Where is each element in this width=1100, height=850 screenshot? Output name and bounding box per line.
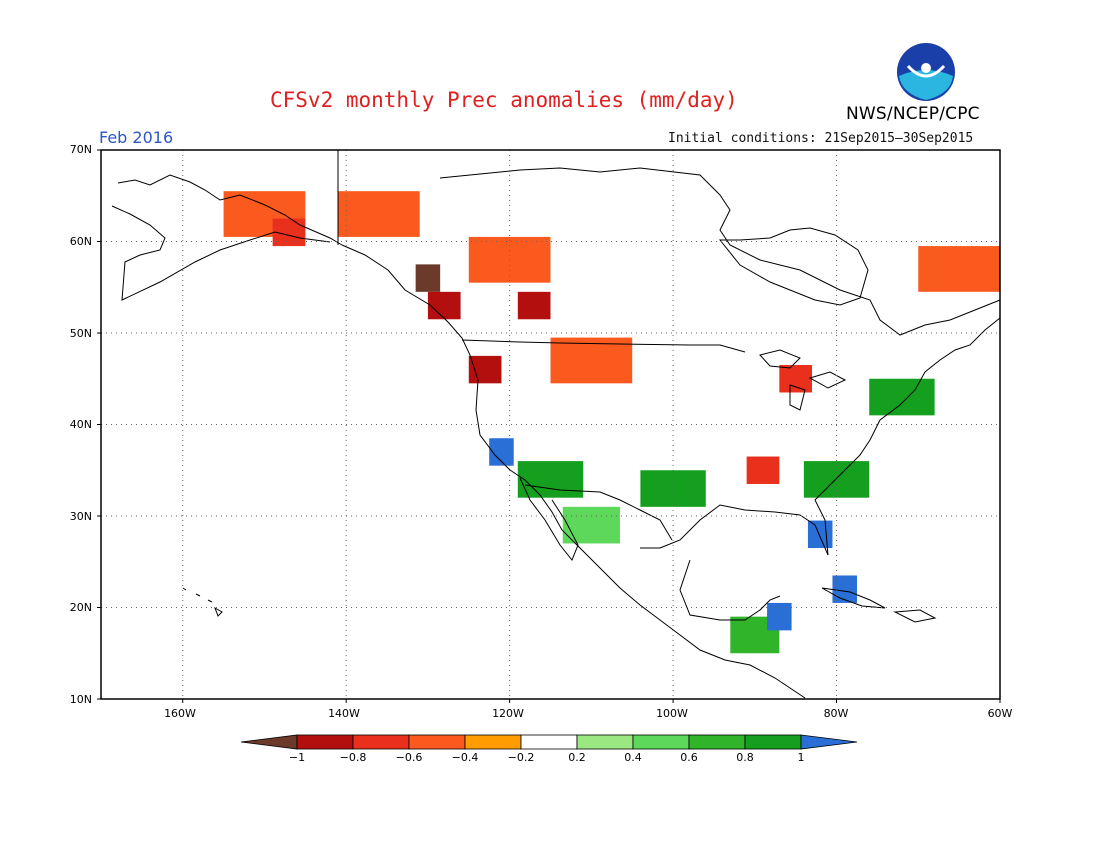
anomaly-patch <box>517 461 584 498</box>
colorbar-swatch <box>632 734 690 750</box>
lat-label: 30N <box>69 510 92 523</box>
lon-label: 160W <box>164 707 196 720</box>
colorbar-swatch <box>744 734 802 750</box>
colorbar-label: 0.4 <box>624 751 642 764</box>
canada-arctic-coastline <box>439 167 1001 336</box>
lat-label: 10N <box>69 693 92 706</box>
colorbar-label: −0.2 <box>507 751 535 764</box>
colorbar-swatch <box>576 734 634 750</box>
hispaniola <box>893 609 937 623</box>
lon-label: 120W <box>492 707 524 720</box>
colorbar-label: −1 <box>288 751 306 764</box>
initial-conditions-label: Initial conditions: 21Sep2015—30Sep2015 <box>668 131 974 146</box>
anomaly-patch <box>746 456 780 484</box>
coastline-layer <box>111 150 1001 699</box>
lat-label: 20N <box>69 601 92 614</box>
gulf-coastline <box>640 317 1001 621</box>
lon-label: 140W <box>328 707 360 720</box>
us-mexico-border <box>524 484 673 541</box>
anomaly-fill-layer <box>223 191 1000 654</box>
noaa-logo-icon <box>897 43 955 101</box>
colorbar-swatch <box>408 734 466 750</box>
anomaly-patch <box>767 602 792 631</box>
colorbar-swatch <box>520 734 578 750</box>
lon-label: 60W <box>987 707 1013 720</box>
colorbar-swatch <box>352 734 410 750</box>
anomaly-patch <box>918 246 1000 292</box>
pacific-coastline <box>341 244 806 699</box>
cuba <box>821 587 886 609</box>
hudson-bay <box>718 227 869 306</box>
anomaly-patch <box>779 365 813 393</box>
colorbar-swatch <box>464 734 522 750</box>
anomaly-patch <box>468 355 502 384</box>
colorbar-label: 0.8 <box>736 751 754 764</box>
great-lakes <box>759 349 847 411</box>
colorbar-label: 1 <box>797 751 805 764</box>
lat-label: 40N <box>69 418 92 431</box>
lon-label: 80W <box>823 707 849 720</box>
lon-label: 100W <box>656 707 688 720</box>
anomaly-patch <box>562 506 620 544</box>
lat-label: 60N <box>69 235 92 248</box>
lat-label: 50N <box>69 327 92 340</box>
anomaly-patch <box>869 378 935 416</box>
anomaly-patch <box>517 291 551 320</box>
colorbar-swatch <box>240 734 298 750</box>
colorbar-swatch <box>296 734 354 750</box>
lat-label: 70N <box>69 143 92 156</box>
anomaly-patch <box>550 337 633 384</box>
colorbar <box>240 734 858 750</box>
colorbar-label: −0.6 <box>395 751 423 764</box>
colorbar-swatch <box>800 734 858 750</box>
anomaly-patch <box>338 191 420 237</box>
valid-month-label: Feb 2016 <box>99 128 174 147</box>
anomaly-patch <box>415 264 441 292</box>
colorbar-label: −0.4 <box>451 751 479 764</box>
axis-ticks <box>97 149 1001 703</box>
us-canada-border <box>461 339 746 353</box>
colorbar-label: 0.6 <box>680 751 698 764</box>
agency-label: NWS/NCEP/CPC <box>846 104 980 124</box>
colorbar-label: −0.8 <box>339 751 367 764</box>
anomaly-patch <box>832 575 857 603</box>
baja-coastline <box>519 477 579 561</box>
alaska-coastline <box>111 174 343 301</box>
anomaly-patch <box>807 520 833 549</box>
anomaly-patch <box>803 461 870 498</box>
colorbar-swatch <box>688 734 746 750</box>
hawaii <box>182 587 223 617</box>
colorbar-label: 0.2 <box>568 751 586 764</box>
anomaly-patch <box>427 291 461 320</box>
chart-title: CFSv2 monthly Prec anomalies (mm/day) <box>270 88 738 112</box>
